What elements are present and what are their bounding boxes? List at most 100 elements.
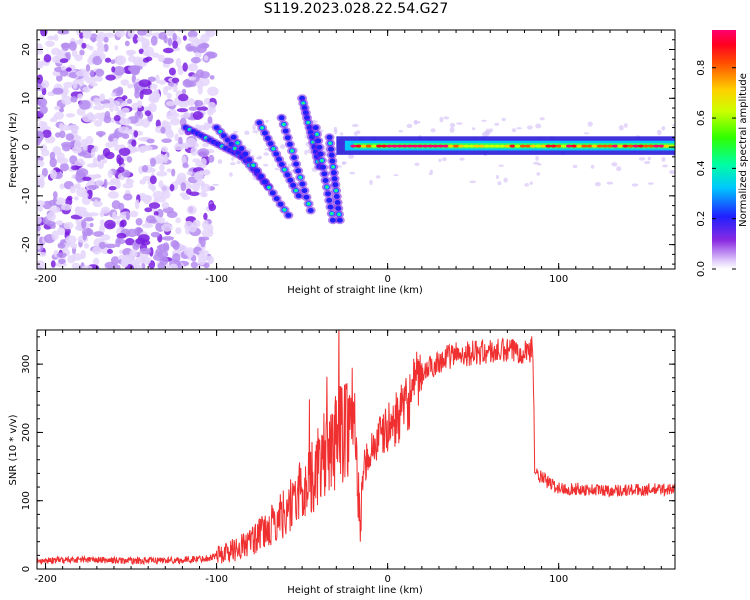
noise-blob <box>156 171 168 177</box>
noise-blob <box>192 158 201 163</box>
tone-peak <box>601 144 608 148</box>
noise-blob <box>594 182 601 187</box>
noise-blob <box>202 254 210 262</box>
chirp-core <box>284 172 291 178</box>
chirp-core <box>336 217 343 223</box>
tone-peak <box>663 144 670 148</box>
noise-blob <box>107 191 119 199</box>
tone-peak <box>391 144 398 148</box>
noise-blob <box>469 180 477 184</box>
chirp-core <box>290 182 297 188</box>
noise-blob <box>616 166 622 172</box>
noise-blob <box>449 122 456 128</box>
noise-blob <box>138 48 144 55</box>
noise-blob <box>79 32 84 39</box>
chirp-core <box>315 138 322 144</box>
noise-blob <box>146 138 155 144</box>
noise-blob <box>87 112 94 120</box>
tone-peak <box>371 144 377 148</box>
top-plot-frame <box>36 29 676 270</box>
noise-blob <box>79 49 85 56</box>
noise-blob <box>99 53 106 60</box>
noise-blob <box>398 130 404 133</box>
noise-blob <box>172 253 181 263</box>
noise-blob <box>178 136 183 146</box>
noise-blob <box>209 75 215 80</box>
noise-blob <box>536 172 541 176</box>
noise-blob <box>105 74 116 81</box>
noise-blob <box>86 227 92 236</box>
noise-blob <box>107 181 117 186</box>
noise-blob <box>37 215 42 225</box>
noise-blob <box>85 135 94 145</box>
noise-blob <box>114 55 127 66</box>
x-tick-label: 0 <box>384 274 390 285</box>
colorbar-tick-label: 0.0 <box>696 261 707 277</box>
noise-blob <box>63 221 74 230</box>
noise-blob <box>144 110 151 117</box>
noise-blob <box>185 81 197 88</box>
bottom-x-axis-label: Height of straight line (km) <box>287 585 423 596</box>
noise-blob <box>501 117 506 122</box>
chirp-core <box>295 168 302 174</box>
noise-blob <box>129 249 138 258</box>
noise-blob <box>482 131 489 138</box>
noise-blob <box>49 169 57 180</box>
noise-blob <box>533 161 540 165</box>
noise-blob <box>97 160 105 169</box>
noise-blob <box>190 261 199 269</box>
chart-title: S119.2023.028.22.54.G27 <box>263 1 449 17</box>
chirp-core <box>267 141 274 147</box>
noise-blob <box>539 117 545 121</box>
noise-blob <box>182 162 189 168</box>
noise-blob <box>527 125 533 130</box>
noise-blob <box>187 98 196 106</box>
chirp-core <box>278 115 285 121</box>
noise-blob <box>647 156 651 161</box>
noise-blob <box>413 120 421 124</box>
noise-blob <box>98 132 103 138</box>
chirp-core <box>295 193 302 199</box>
noise-blob <box>430 128 436 133</box>
noise-blob <box>611 162 618 167</box>
noise-blob <box>119 118 131 126</box>
noise-blob <box>161 201 170 209</box>
noise-blob <box>94 75 103 82</box>
noise-blob <box>73 196 79 201</box>
noise-blob <box>583 132 590 135</box>
tone-peak <box>478 144 485 148</box>
chirp-core <box>269 190 276 196</box>
chirp-core <box>330 170 337 176</box>
noise-blob <box>59 122 64 131</box>
chirp-core <box>316 144 323 150</box>
noise-blob <box>171 77 180 84</box>
noise-blob <box>131 74 137 84</box>
noise-blob <box>194 51 202 59</box>
tone-peak <box>365 144 372 148</box>
noise-blob <box>57 30 70 35</box>
noise-blob <box>56 74 63 82</box>
noise-blob <box>190 147 198 156</box>
noise-blob <box>104 243 117 249</box>
chirp-peak-center <box>330 212 333 215</box>
noise-blob <box>126 156 133 163</box>
top-y-axis-label: Frequency (Hz) <box>8 112 19 188</box>
x-tick-label: 0 <box>384 574 390 585</box>
y-tick-label: 100 <box>21 491 32 510</box>
chirp-core <box>327 204 334 210</box>
noise-blob <box>87 185 100 190</box>
noise-blob <box>108 186 117 191</box>
tone-peak <box>376 144 383 148</box>
noise-blob <box>72 80 78 90</box>
noise-blob <box>94 120 103 127</box>
noise-blob <box>167 37 173 47</box>
noise-blob <box>49 157 57 168</box>
noise-blob <box>85 64 91 72</box>
chirp-peak-center <box>272 147 275 150</box>
noise-blob <box>110 100 121 107</box>
tone-peak <box>545 144 552 148</box>
noise-blob <box>138 79 151 87</box>
bottom-y-axis-label: SNR (10 * v/v) <box>8 414 19 485</box>
noise-blob <box>217 159 223 164</box>
